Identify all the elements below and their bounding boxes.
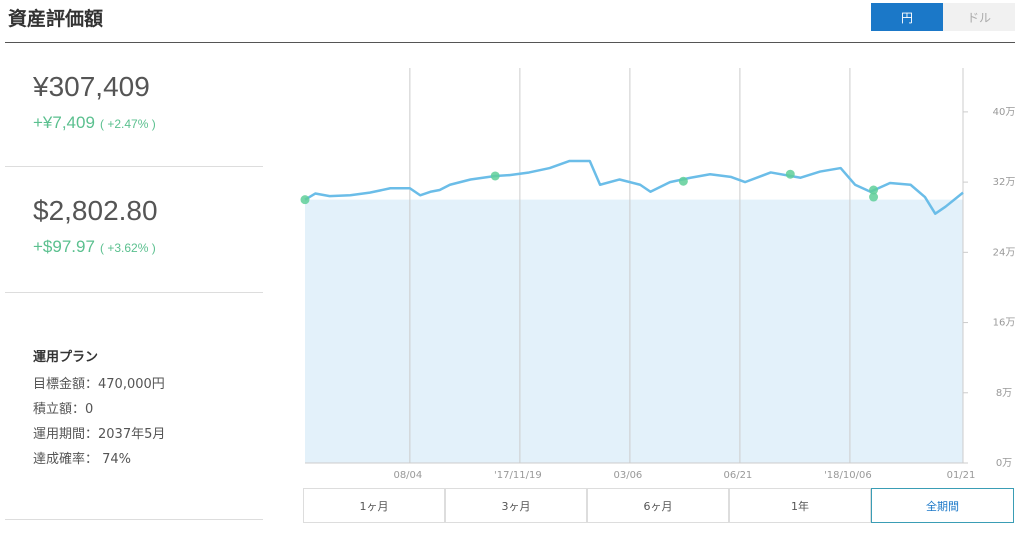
x-tick-label: 06/21 bbox=[723, 470, 752, 481]
plan-row: 積立額：0 bbox=[33, 402, 94, 417]
dollar-amount: $2,802.80 bbox=[33, 195, 158, 226]
change: +$97.97 bbox=[33, 237, 95, 256]
x-tick-label: 01/21 bbox=[947, 470, 976, 481]
y-tick-label: 16万 bbox=[993, 318, 1016, 329]
divider bbox=[5, 42, 1015, 43]
value-line bbox=[304, 159, 964, 215]
buy-marker bbox=[869, 192, 879, 202]
principal-area bbox=[305, 199, 963, 463]
buy-marker bbox=[490, 171, 500, 181]
plan-row: 達成確率： 74% bbox=[33, 452, 132, 467]
y-tick-label: 8万 bbox=[996, 388, 1012, 399]
range-button[interactable]: 1ヶ月 bbox=[303, 488, 445, 523]
buy-marker bbox=[678, 176, 688, 186]
range-button[interactable]: 1年 bbox=[729, 488, 871, 523]
yen-amount: ¥307,409 bbox=[33, 71, 150, 102]
divider bbox=[5, 519, 263, 520]
percent: ( +3.62% ) bbox=[100, 241, 156, 255]
x-tick-label: 08/04 bbox=[393, 470, 422, 481]
y-tick-label: 0万 bbox=[996, 458, 1012, 469]
range-button-active[interactable]: 全期間 bbox=[871, 488, 1014, 523]
plan-row: 目標金額：470,000円 bbox=[33, 377, 165, 392]
buy-marker bbox=[300, 195, 310, 205]
dollar-change: +$97.97 ( +3.62% ) bbox=[33, 237, 156, 257]
buy-marker bbox=[785, 169, 795, 179]
y-tick-label: 32万 bbox=[993, 177, 1016, 188]
y-tick-label: 24万 bbox=[993, 247, 1016, 258]
plan-row: 運用期間：2037年5月 bbox=[33, 427, 166, 442]
x-tick-label: '17/11/19 bbox=[494, 470, 542, 481]
divider bbox=[5, 166, 263, 167]
range-button[interactable]: 3ヶ月 bbox=[445, 488, 587, 523]
page-title: 資産評価額 bbox=[8, 8, 104, 30]
dollar-button[interactable]: ドル bbox=[943, 3, 1015, 31]
percent: ( +2.47% ) bbox=[100, 117, 156, 131]
yen-change: +¥7,409 ( +2.47% ) bbox=[33, 113, 156, 133]
buy-marker bbox=[869, 185, 879, 195]
y-tick-label: 40万 bbox=[993, 107, 1016, 118]
range-button[interactable]: 6ヶ月 bbox=[587, 488, 729, 523]
x-tick-label: '18/10/06 bbox=[824, 470, 872, 481]
plan-title: 運用プラン bbox=[33, 350, 99, 365]
x-tick-label: 03/06 bbox=[613, 470, 642, 481]
change: +¥7,409 bbox=[33, 113, 95, 132]
divider bbox=[5, 292, 263, 293]
yen-button[interactable]: 円 bbox=[871, 3, 943, 31]
